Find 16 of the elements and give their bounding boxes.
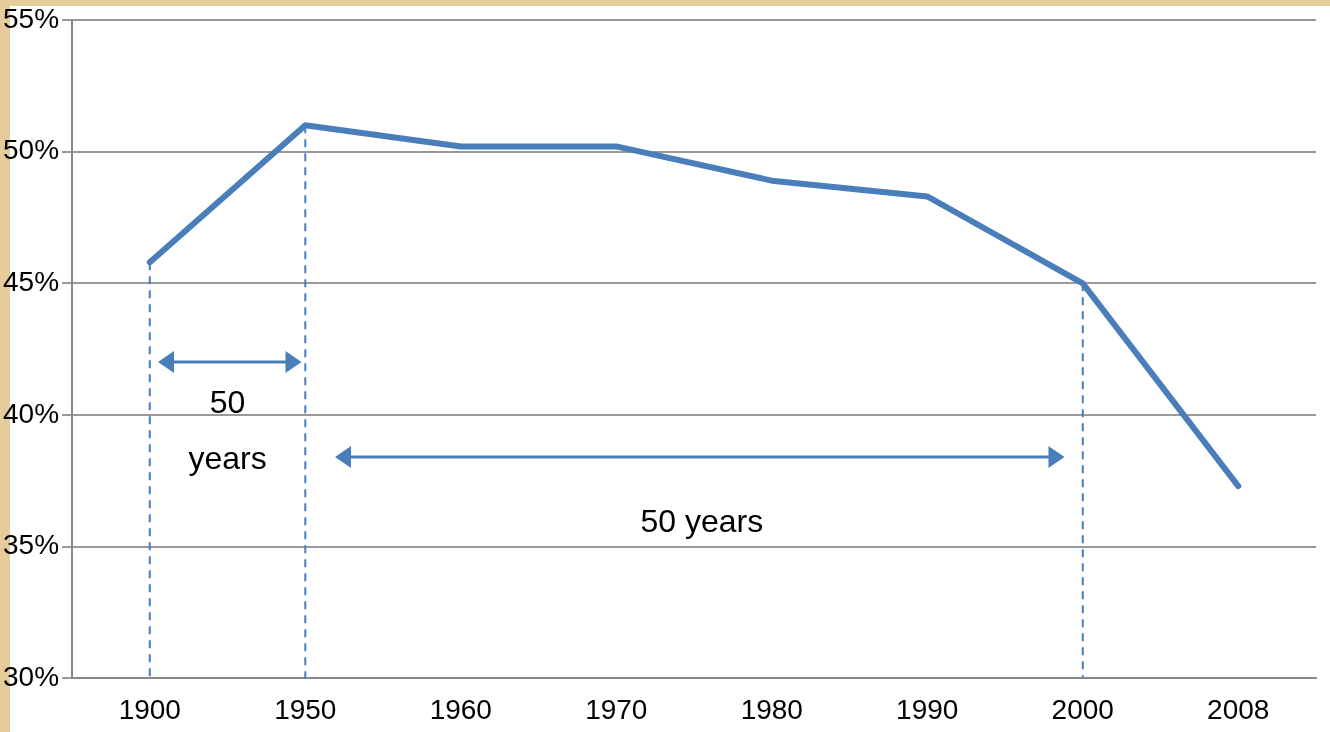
annotation: 50 years (188, 384, 267, 477)
y-tick-label: 35% (2, 529, 60, 561)
y-tick-label: 40% (2, 397, 60, 429)
x-tick-label: 1970 (585, 693, 648, 725)
x-tick-label: 1960 (429, 693, 492, 725)
y-tick-label: 50% (2, 134, 60, 166)
x-tick-label: 2000 (1051, 693, 1114, 725)
annotation: 50 years (640, 502, 764, 539)
y-tick-label: 55% (2, 2, 60, 34)
y-tick-label: 45% (2, 266, 60, 298)
x-tick-label: 1900 (118, 693, 181, 725)
x-tick-label: 1980 (740, 693, 803, 725)
x-tick-label: 1990 (896, 693, 959, 725)
x-tick-label: 2008 (1207, 693, 1270, 725)
x-tick-label: 1950 (274, 693, 337, 725)
y-tick-label: 30% (2, 661, 60, 693)
